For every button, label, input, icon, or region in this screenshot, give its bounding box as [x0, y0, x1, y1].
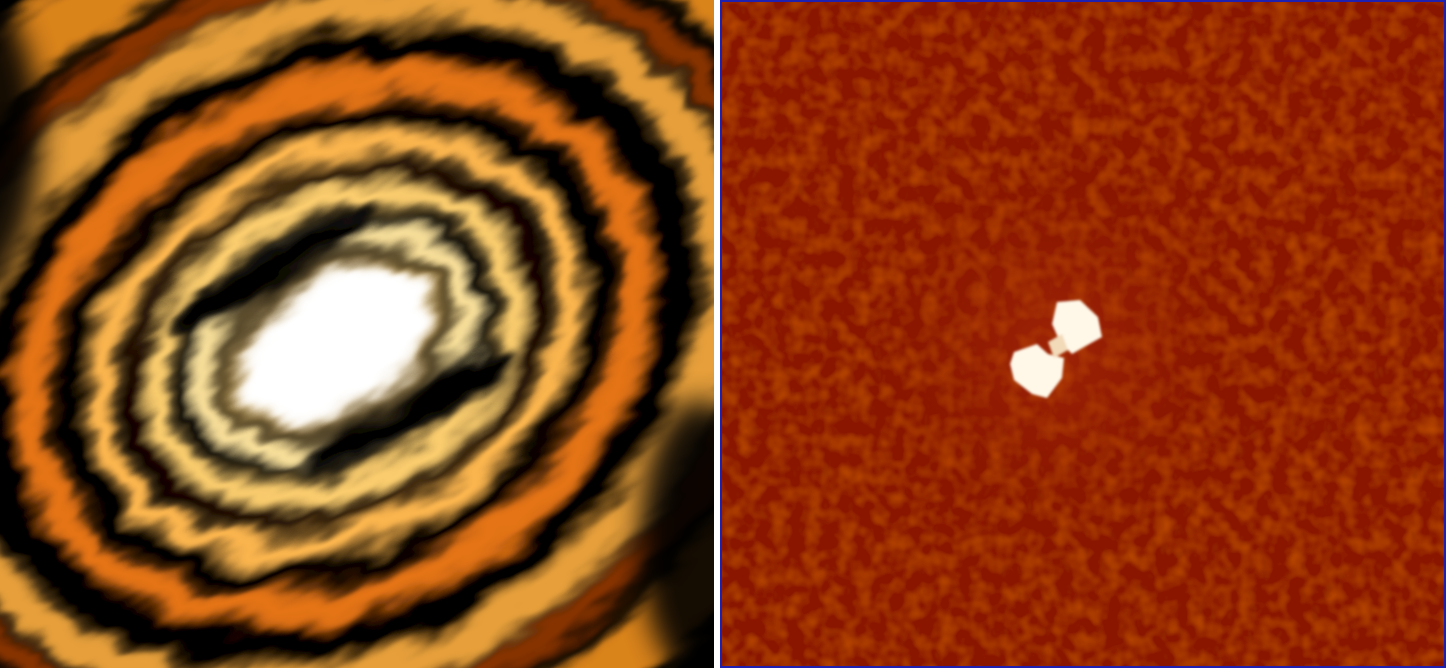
reconstruction-image	[722, 2, 1444, 666]
diffraction-pattern-image	[0, 0, 714, 668]
reconstructed-object	[1010, 300, 1102, 398]
diffraction-pattern-panel	[0, 0, 714, 668]
reconstruction-panel	[720, 0, 1446, 668]
panel-divider	[714, 0, 720, 668]
